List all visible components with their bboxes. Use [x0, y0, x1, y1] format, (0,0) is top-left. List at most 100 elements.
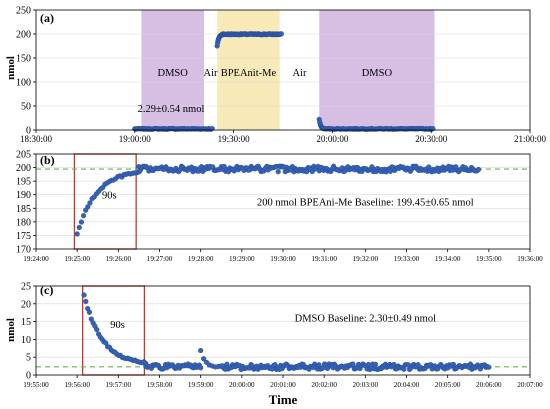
panel-c-label: (c) [40, 283, 53, 297]
y-tick-label: 15 [21, 317, 31, 328]
data-point [198, 347, 204, 354]
y-tick-label: 175 [16, 231, 31, 242]
data-point [350, 361, 356, 367]
panel-a-y-ticks: 0 50 100 150 200 250 [16, 6, 36, 137]
x-tick-label: 18:30:00 [20, 134, 53, 144]
x-tick-label: 19:25:00 [64, 255, 90, 263]
panel-c-y-axis-label: nmol [5, 318, 17, 342]
y-tick-label: 20 [21, 299, 31, 310]
x-tick-label: 19:55:00 [23, 381, 49, 389]
data-point [201, 356, 207, 362]
y-tick-label: 190 [16, 190, 31, 201]
x-tick-label: 19:36:00 [517, 255, 543, 263]
x-tick-label: 20:05:00 [435, 381, 461, 389]
y-tick-label: 185 [16, 204, 31, 215]
region-label-0: DMSO [158, 68, 189, 79]
x-tick-label: 19:24:00 [23, 255, 49, 263]
highlight-label: 90s [110, 320, 125, 331]
gap-label-0: Air [204, 68, 219, 79]
panel-a-x-ticks: 18:30:00 19:00:00 19:30:00 20:00:00 20:30:00… [20, 130, 547, 144]
highlight-label: 90s [102, 191, 117, 202]
y-tick-label: 170 [16, 245, 31, 256]
panel-a-axes [35, 9, 531, 131]
panel-b-points [74, 163, 482, 237]
x-tick-label: 19:58:00 [147, 381, 173, 389]
x-tick-label: 20:00:00 [316, 134, 349, 144]
x-tick-label: 19:59:00 [188, 381, 214, 389]
x-tick-label: 20:04:00 [394, 381, 420, 389]
x-tick-label: 20:00:00 [229, 381, 255, 389]
x-tick-label: 19:30:00 [218, 134, 251, 144]
x-tick-label: 19:33:00 [394, 255, 420, 263]
panel-b-x-ticks: 19:24:00 19:25:00 19:26:00 19:27:00 19:28:00… [23, 249, 543, 263]
data-point [198, 365, 204, 371]
x-tick-label: 19:28:00 [188, 255, 214, 263]
x-tick-label: 19:00:00 [119, 134, 152, 144]
panel-c-points [81, 292, 492, 373]
data-point [372, 361, 379, 367]
data-point [221, 163, 227, 170]
y-tick-label: 0 [26, 126, 31, 137]
y-tick-label: 250 [16, 6, 31, 17]
y-tick-label: 10 [21, 335, 31, 346]
y-tick-label: 200 [16, 30, 31, 41]
y-tick-label: 180 [16, 217, 31, 228]
data-point [85, 204, 91, 210]
panel-a-grid [36, 9, 530, 107]
panel-b-label: (b) [40, 153, 55, 167]
x-tick-label: 19:31:00 [311, 255, 337, 263]
panel-c-x-ticks: 19:55:00 19:56:00 19:57:00 19:58:00 19:59:00… [23, 375, 543, 389]
data-point [475, 166, 482, 173]
x-tick-label: 19:30:00 [270, 255, 296, 263]
panel-a-points [132, 31, 436, 132]
data-point [76, 224, 82, 231]
x-tick-label: 19:26:00 [106, 255, 132, 263]
data-point [83, 298, 89, 305]
data-point [80, 213, 87, 219]
x-tick-label: 20:01:00 [270, 381, 296, 389]
data-point [94, 327, 100, 333]
panel-a-regions [141, 10, 435, 130]
y-tick-label: 195 [16, 177, 31, 188]
y-tick-label: 0 [26, 371, 31, 382]
x-tick-label: 20:06:00 [476, 381, 502, 389]
y-tick-label: 25 [21, 282, 31, 293]
data-point [86, 309, 93, 315]
panel-a-chart: 0 50 100 150 200 250 18:30:00 19:00:00 19:30:00… [5, 6, 546, 145]
x-tick-label: 20:03:00 [353, 381, 379, 389]
region-1 [217, 10, 280, 130]
data-point [486, 364, 492, 370]
annotation-0: DMSO Baseline: 2.30±0.49 nmol [295, 314, 436, 325]
data-point [74, 231, 80, 237]
x-tick-label: 20:02:00 [311, 381, 337, 389]
gap-label-1: Air [292, 68, 307, 79]
x-tick-label: 21:00:00 [514, 134, 547, 144]
x-tick-label: 20:07:00 [517, 381, 543, 389]
panel-b-y-ticks: 170 175 180 185 190 195 200 205 [16, 150, 36, 256]
data-point [87, 200, 93, 206]
x-tick-label: 19:27:00 [147, 255, 173, 263]
y-tick-label: 100 [16, 78, 31, 89]
annotation-0: 200 nmol BPEAni-Me Baseline: 199.45±0.65… [257, 198, 474, 209]
y-tick-label: 205 [16, 150, 31, 161]
annotation-0: 2.29±0.54 nmol [138, 104, 205, 115]
y-tick-label: 5 [26, 353, 31, 364]
panel-a-y-axis-label: nmol [5, 56, 17, 80]
x-tick-label: 19:34:00 [435, 255, 461, 263]
plot-frame [35, 9, 531, 131]
data-point [224, 361, 230, 367]
data-point [278, 31, 284, 37]
x-axis-title: Time [269, 392, 298, 407]
panel-b-chart: 170 175 180 185 190 195 200 205 19:24:00 19:25:0… [16, 150, 543, 264]
x-tick-label: 20:30:00 [415, 134, 448, 144]
region-label-2: DMSO [362, 68, 393, 79]
panel-a-label: (a) [40, 11, 54, 25]
y-tick-label: 50 [21, 102, 31, 113]
region-2 [319, 10, 435, 130]
region-label-1: BPEAnit-Me [221, 68, 277, 79]
x-tick-label: 19:35:00 [476, 255, 502, 263]
region-0 [141, 10, 204, 130]
panel-c-labels: 90s DMSO Baseline: 2.30±0.49 nmol [110, 314, 436, 331]
panel-c-chart: 0 5 10 15 20 25 19:55:00 19:56:00 19:57:00 19:58… [5, 282, 543, 390]
